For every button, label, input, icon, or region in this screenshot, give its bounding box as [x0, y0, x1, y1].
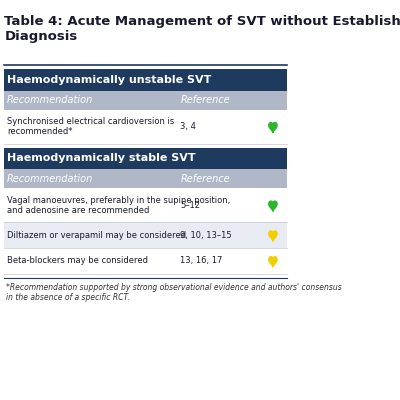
Text: Diltiazem or verapamil may be considered: Diltiazem or verapamil may be considered [7, 231, 186, 240]
FancyBboxPatch shape [4, 188, 287, 222]
FancyBboxPatch shape [4, 69, 287, 91]
FancyBboxPatch shape [4, 91, 287, 110]
Polygon shape [269, 201, 277, 212]
Polygon shape [269, 257, 277, 267]
Text: Vagal manoeuvres, preferably in the supine position,
and adenosine are recommend: Vagal manoeuvres, preferably in the supi… [7, 196, 230, 215]
Text: Synchronised electrical cardioversion is
recommended*: Synchronised electrical cardioversion is… [7, 117, 174, 136]
Text: *Recommendation supported by strong observational evidence and authors' consensu: *Recommendation supported by strong obse… [6, 283, 342, 302]
Polygon shape [269, 231, 277, 241]
Text: Recommendation: Recommendation [7, 95, 94, 105]
Text: 13, 16, 17: 13, 16, 17 [180, 256, 223, 266]
Text: Recommendation: Recommendation [7, 174, 94, 184]
Text: Table 4: Acute Management of SVT without Established
Diagnosis: Table 4: Acute Management of SVT without… [4, 15, 400, 43]
Text: Reference: Reference [180, 95, 230, 105]
FancyBboxPatch shape [4, 248, 287, 274]
FancyBboxPatch shape [4, 110, 287, 144]
Text: Beta-blockers may be considered: Beta-blockers may be considered [7, 256, 148, 266]
Text: Reference: Reference [180, 174, 230, 184]
Text: 3, 4: 3, 4 [180, 122, 196, 131]
Polygon shape [269, 122, 277, 133]
Text: 9, 10, 13–15: 9, 10, 13–15 [180, 231, 232, 240]
FancyBboxPatch shape [4, 170, 287, 188]
Text: Haemodynamically unstable SVT: Haemodynamically unstable SVT [7, 75, 212, 85]
Text: Haemodynamically stable SVT: Haemodynamically stable SVT [7, 154, 196, 164]
FancyBboxPatch shape [4, 222, 287, 248]
Text: 5–12: 5–12 [180, 201, 200, 210]
FancyBboxPatch shape [4, 148, 287, 170]
